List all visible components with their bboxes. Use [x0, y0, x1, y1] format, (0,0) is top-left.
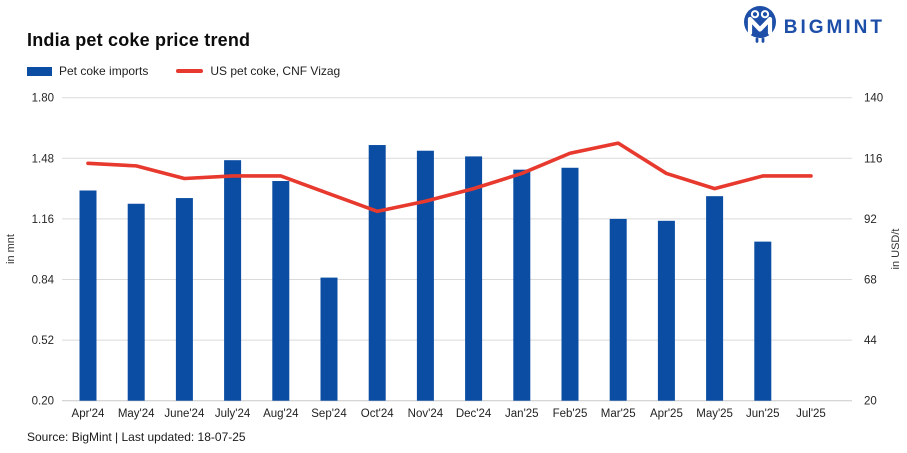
- x-axis-label: Apr'25: [650, 408, 683, 420]
- left-axis-tick: 0.20: [32, 396, 54, 408]
- bar-june24: [175, 198, 193, 401]
- left-axis-tick: 0.52: [32, 335, 54, 347]
- legend-item-imports: Pet coke imports: [27, 64, 148, 78]
- right-axis-tick: 44: [864, 335, 877, 347]
- x-axis-label: Jun'25: [746, 408, 780, 420]
- bigmint-logo: BIGMINT: [743, 5, 885, 50]
- bar-aug24: [272, 181, 290, 401]
- bar-sep24: [320, 277, 338, 401]
- right-axis-tick: 116: [864, 153, 882, 165]
- x-axis-label: May'24: [118, 408, 155, 420]
- legend-label-price: US pet coke, CNF Vizag: [210, 64, 341, 78]
- x-axis-label: Oct'24: [361, 408, 394, 420]
- right-axis-tick: 68: [864, 275, 877, 287]
- bar-feb25: [561, 167, 579, 401]
- right-axis-title: in USD/t: [890, 229, 902, 270]
- legend-label-imports: Pet coke imports: [59, 64, 149, 78]
- price-trend-chart: 1.80 140 1.48 116 1.16 92 0.84 68 0.52 44 0.20 20 in…: [5, 93, 902, 420]
- x-axis-label: June'24: [164, 408, 205, 420]
- x-axis-label: Dec'24: [456, 408, 492, 420]
- left-axis-tick: 1.48: [32, 153, 54, 165]
- bar-nov24: [416, 150, 434, 401]
- price-line: [86, 141, 813, 214]
- x-axis-label: Apr'24: [72, 408, 105, 420]
- bigmint-logo-icon: [743, 5, 777, 50]
- x-axis-label: Sep'24: [311, 408, 347, 420]
- left-axis-tick: 0.84: [32, 275, 55, 287]
- bar-july24: [224, 160, 242, 401]
- bar-jun25: [754, 241, 772, 401]
- right-axis-tick: 92: [864, 214, 877, 226]
- bar-mar25: [609, 218, 627, 401]
- bar-apr25: [657, 220, 675, 401]
- legend-swatch-bar: [27, 66, 52, 76]
- page-title: India pet coke price trend: [27, 30, 251, 50]
- x-axis-label: Aug'24: [263, 408, 299, 420]
- x-axis-label: Jul'25: [796, 408, 826, 420]
- bar-jan25: [513, 169, 531, 401]
- left-axis-title: in mnt: [5, 234, 17, 264]
- bar-apr24: [79, 190, 97, 401]
- x-axis-label: Feb'25: [553, 408, 588, 420]
- left-axis-tick: 1.80: [32, 93, 54, 105]
- chart-legend: Pet coke imports US pet coke, CNF Vizag: [27, 64, 340, 78]
- bigmint-logo-text: BIGMINT: [783, 16, 885, 38]
- left-axis-tick: 1.16: [32, 214, 54, 226]
- bar-dec24: [465, 156, 483, 401]
- x-axis-label: May'25: [696, 408, 733, 420]
- x-axis-label: Nov'24: [408, 408, 444, 420]
- legend-swatch-line: [176, 69, 204, 73]
- source-note: Source: BigMint | Last updated: 18-07-25: [27, 430, 246, 444]
- right-axis-tick: 20: [864, 396, 877, 408]
- x-axis-label: Mar'25: [601, 408, 636, 420]
- bar-may25: [706, 196, 724, 401]
- x-axis-label: July'24: [215, 408, 251, 420]
- right-axis-tick: 140: [864, 93, 883, 105]
- legend-item-price: US pet coke, CNF Vizag: [176, 64, 340, 78]
- bar-oct24: [368, 145, 386, 401]
- bar-may24: [127, 203, 145, 401]
- x-axis-label: Jan'25: [505, 408, 539, 420]
